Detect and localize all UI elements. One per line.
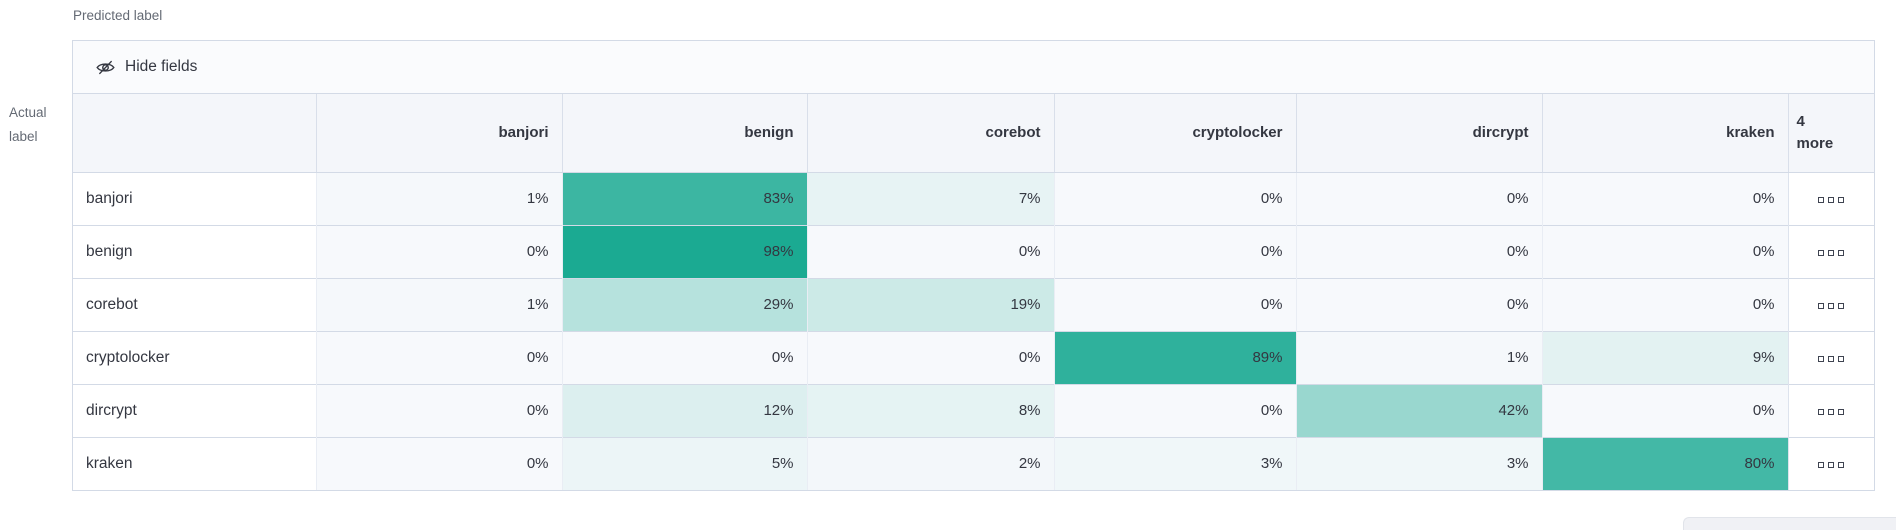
- table-row: corebot 1% 29% 19% 0% 0% 0%: [73, 277, 1874, 331]
- matrix-cell: 80%: [1541, 436, 1788, 490]
- eye-closed-icon: [96, 58, 115, 77]
- matrix-cell: 0%: [1541, 171, 1788, 225]
- box-glyph: [1838, 462, 1845, 469]
- column-header-cryptolocker[interactable]: cryptolocker: [1053, 94, 1296, 173]
- boxes-horizontal-icon[interactable]: [1818, 409, 1845, 415]
- matrix-cell: 2%: [806, 436, 1054, 490]
- column-header-kraken[interactable]: kraken: [1541, 94, 1788, 173]
- matrix-cell: 0%: [315, 383, 562, 437]
- matrix-cell: 0%: [1541, 224, 1788, 278]
- matrix-cell: 9%: [1541, 330, 1788, 384]
- box-glyph: [1828, 197, 1835, 203]
- matrix-cell: 12%: [561, 383, 807, 437]
- actual-axis-label: Actual label: [9, 105, 47, 144]
- matrix-cell: 0%: [315, 330, 562, 384]
- boxes-horizontal-icon[interactable]: [1818, 197, 1845, 203]
- box-glyph: [1838, 409, 1845, 415]
- matrix-cell: 42%: [1295, 383, 1542, 437]
- more-columns-cell: [1787, 383, 1874, 437]
- box-glyph: [1818, 197, 1825, 203]
- boxes-horizontal-icon[interactable]: [1818, 303, 1845, 309]
- matrix-cell: 0%: [561, 330, 807, 384]
- matrix-cell: 0%: [1053, 277, 1296, 331]
- matrix-cell: 3%: [1053, 436, 1296, 490]
- confusion-matrix-panel: Hide fields banjori benign corebot cryptolo…: [72, 40, 1875, 491]
- matrix-cell: 0%: [1295, 277, 1542, 331]
- more-columns-cell: [1787, 277, 1874, 331]
- matrix-cell: 29%: [561, 277, 807, 331]
- grid-toolbar: Hide fields: [73, 41, 1874, 94]
- more-columns-cell: [1787, 224, 1874, 278]
- box-glyph: [1838, 250, 1845, 256]
- box-glyph: [1818, 462, 1825, 469]
- more-columns-cell: [1787, 330, 1874, 384]
- box-glyph: [1818, 356, 1825, 362]
- box-glyph: [1838, 197, 1845, 203]
- matrix-cell: 83%: [561, 171, 807, 225]
- matrix-cell: 7%: [806, 171, 1054, 225]
- row-label-kraken: kraken: [73, 436, 316, 490]
- matrix-cell: 0%: [1053, 224, 1296, 278]
- matrix-cell: 89%: [1053, 330, 1296, 384]
- matrix-cell: 0%: [1053, 383, 1296, 437]
- more-columns-cell: [1787, 171, 1874, 225]
- matrix-cell: 1%: [315, 171, 562, 225]
- box-glyph: [1838, 303, 1845, 309]
- hide-fields-label: Hide fields: [125, 58, 198, 75]
- row-label-benign: benign: [73, 224, 316, 278]
- table-row: benign 0% 98% 0% 0% 0% 0%: [73, 224, 1874, 278]
- column-header-corebot[interactable]: corebot: [806, 94, 1054, 173]
- table-row: dircrypt 0% 12% 8% 0% 42% 0%: [73, 383, 1874, 437]
- box-glyph: [1838, 356, 1845, 362]
- table-row: banjori 1% 83% 7% 0% 0% 0%: [73, 171, 1874, 225]
- box-glyph: [1828, 303, 1835, 309]
- corner-header-cell: [73, 94, 316, 173]
- box-glyph: [1828, 409, 1835, 415]
- row-label-cryptolocker: cryptolocker: [73, 330, 316, 384]
- matrix-cell: 0%: [1541, 383, 1788, 437]
- column-header-banjori[interactable]: banjori: [315, 94, 562, 173]
- box-glyph: [1818, 250, 1825, 256]
- matrix-cell: 0%: [1541, 277, 1788, 331]
- matrix-cell: 0%: [1053, 171, 1296, 225]
- matrix-cell: 0%: [315, 224, 562, 278]
- predicted-axis-label: Predicted label: [73, 8, 163, 23]
- matrix-cell: 0%: [1295, 171, 1542, 225]
- hidden-columns-header[interactable]: 4 more: [1787, 94, 1874, 173]
- hidden-columns-label: 4 more: [1796, 112, 1834, 152]
- matrix-cell: 98%: [561, 224, 807, 278]
- box-glyph: [1828, 356, 1835, 362]
- matrix-cell: 0%: [315, 436, 562, 490]
- row-label-corebot: corebot: [73, 277, 316, 331]
- box-glyph: [1818, 409, 1825, 415]
- box-glyph: [1818, 303, 1825, 309]
- boxes-horizontal-icon[interactable]: [1818, 250, 1845, 256]
- box-glyph: [1828, 250, 1835, 256]
- matrix-cell: 1%: [1295, 330, 1542, 384]
- header-row: banjori benign corebot cryptolocker dircrypt…: [73, 94, 1874, 173]
- box-glyph: [1828, 462, 1835, 469]
- column-header-benign[interactable]: benign: [561, 94, 807, 173]
- row-label-dircrypt: dircrypt: [73, 383, 316, 437]
- column-header-dircrypt[interactable]: dircrypt: [1295, 94, 1542, 173]
- matrix-cell: 8%: [806, 383, 1054, 437]
- matrix-cell: 1%: [315, 277, 562, 331]
- row-label-banjori: banjori: [73, 171, 316, 225]
- boxes-horizontal-icon[interactable]: [1818, 356, 1845, 362]
- matrix-cell: 0%: [806, 224, 1054, 278]
- more-columns-cell: [1787, 436, 1874, 490]
- table-row: kraken 0% 5% 2% 3% 3% 80%: [73, 436, 1874, 490]
- matrix-cell: 5%: [561, 436, 807, 490]
- matrix-cell: 0%: [1295, 224, 1542, 278]
- matrix-cell: 0%: [806, 330, 1054, 384]
- confusion-matrix-table: banjori benign corebot cryptolocker dircrypt…: [73, 94, 1874, 490]
- table-row: cryptolocker 0% 0% 0% 89% 1% 9%: [73, 330, 1874, 384]
- matrix-cell: 3%: [1295, 436, 1542, 490]
- boxes-horizontal-icon[interactable]: [1818, 462, 1845, 469]
- matrix-cell: 19%: [806, 277, 1054, 331]
- hide-fields-button[interactable]: Hide fields: [96, 58, 197, 77]
